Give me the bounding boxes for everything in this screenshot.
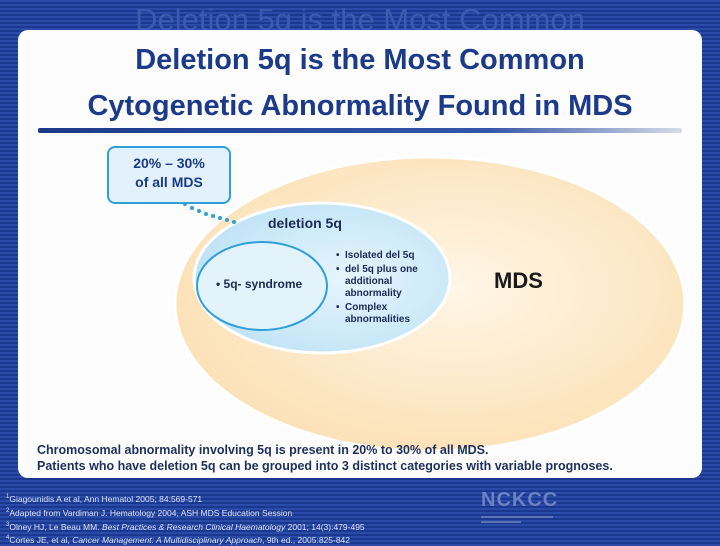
reference-item: 1Giagounidis A et al, Ann Hematol 2005; … (6, 493, 203, 504)
callout-connector (183, 202, 236, 224)
deletion-5q-categories: Isolated del 5q del 5q plus one addition… (336, 250, 446, 328)
title-underline (38, 128, 682, 133)
5q-syndrome-label: • 5q- syndrome (216, 277, 303, 291)
organization-logo: NCKCC (481, 489, 565, 529)
slide-caption: Chromosomal abnormality involving 5q is … (37, 442, 697, 474)
logo-rule (481, 521, 521, 523)
caption-line: Chromosomal abnormality involving 5q is … (37, 443, 489, 457)
logo-text: NCKCC (481, 489, 559, 511)
callout-box: 20% – 30% of all MDS (107, 146, 231, 204)
caption-line: Patients who have deletion 5q can be gro… (37, 459, 613, 473)
mds-label: MDS (494, 268, 543, 293)
category-item: Isolated del 5q (336, 250, 446, 262)
category-item: del 5q plus one additional abnormality (336, 264, 446, 300)
deletion-5q-label: deletion 5q (268, 215, 342, 231)
reference-item: 4Cortes JE, et al, Cancer Management: A … (6, 535, 351, 546)
reference-item: 3Olney HJ, Le Beau MM. Best Practices & … (6, 521, 365, 532)
logo-rule (481, 516, 553, 518)
slide-title: Deletion 5q is the Most Common Cytogenet… (87, 44, 633, 122)
5q-syndrome-ellipse (196, 241, 328, 331)
reference-item: 2Adapted from Vardiman J. Hematology 200… (6, 507, 293, 518)
category-item: Complex abnormalities (336, 302, 446, 326)
references: 1Giagounidis A et al, Ann Hematol 2005; … (6, 491, 466, 546)
